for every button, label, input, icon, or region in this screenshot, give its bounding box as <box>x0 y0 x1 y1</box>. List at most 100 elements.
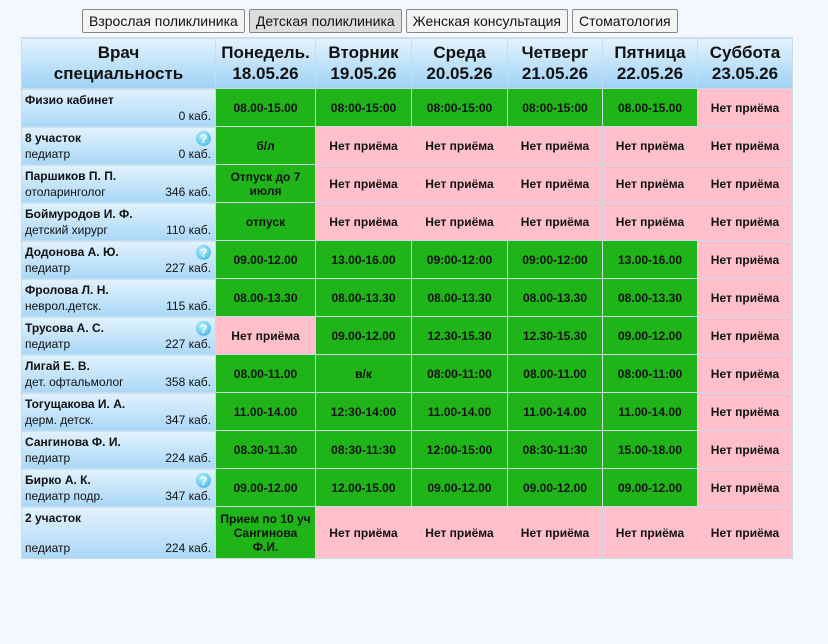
schedule-text: 09.00-12.00 <box>617 328 683 343</box>
schedule-text: Нет приёма <box>710 366 780 381</box>
doctor-row: Сангинова Ф. И. педиатр 224 каб. 08.30-11.3… <box>21 430 793 469</box>
schedule-text: 12.30-15.30 <box>522 328 588 343</box>
doctor-specialty: педиатр <box>25 147 71 161</box>
schedule-cell: 12.00-15.00 <box>315 468 412 507</box>
schedule-cell: 12:00-15:00 <box>411 430 508 469</box>
schedule-cell: Нет приёма <box>697 430 793 469</box>
header-text: специальность <box>53 64 184 83</box>
schedule-cell: 09.00-12.00 <box>315 316 412 355</box>
schedule-cell: 11.00-14.00 <box>411 392 508 431</box>
doctor-cell: Додонова А. Ю. педиатр 227 каб. <box>21 240 216 279</box>
doctor-row: Бирко А. К. педиатр подр. 347 каб. 09.00-12… <box>21 468 793 507</box>
doctor-row: Паршиков П. П. отоларинголог 346 каб. Отпус… <box>21 164 793 203</box>
room-number: 358 каб. <box>165 375 211 389</box>
schedule-text: 09.00-12.00 <box>233 480 298 495</box>
room-number: 227 каб. <box>165 261 211 275</box>
schedule-text: 15.00-18.00 <box>617 442 683 457</box>
day-name: Среда <box>433 43 486 62</box>
header-text: Врач <box>97 43 140 62</box>
schedule-cell: Нет приёма <box>697 202 793 241</box>
table-body: Физио кабинет 0 каб. 08.00-15.00 08:00-15:0… <box>21 88 793 559</box>
room-number: 115 каб. <box>166 299 211 313</box>
help-icon[interactable] <box>196 473 211 488</box>
schedule-text: 11.00-14.00 <box>523 404 587 419</box>
doctor-name: Трусова А. С. <box>25 321 104 335</box>
schedule-cell: Нет приёма <box>697 278 793 317</box>
schedule-cell: 08:30-11:30 <box>507 430 603 469</box>
schedule-cell: Нет приёма <box>315 126 412 165</box>
schedule-text: 09.00-12.00 <box>617 480 683 495</box>
schedule-text: Нет приёма <box>710 176 780 191</box>
schedule-text: 13.00-16.00 <box>331 252 396 267</box>
schedule-cell: 12.30-15.30 <box>411 316 508 355</box>
schedule-text: 08.00-15.00 <box>233 100 298 115</box>
schedule-text: Отпуск до 7 июля <box>230 169 301 198</box>
schedule-cell: 08.00-13.30 <box>215 278 316 317</box>
doctor-row: Физио кабинет 0 каб. 08.00-15.00 08:00-15:0… <box>21 88 793 127</box>
help-icon[interactable] <box>196 321 211 336</box>
doctor-cell: Трусова А. С. педиатр 227 каб. <box>21 316 216 355</box>
schedule-cell: 15.00-18.00 <box>602 430 698 469</box>
doctor-specialty: неврол.детск. <box>25 299 102 313</box>
schedule-text: Нет приёма <box>710 480 780 495</box>
doctor-header: Врач специальность <box>21 37 216 89</box>
schedule-cell: 08.00-13.30 <box>411 278 508 317</box>
doctor-name: 2 участок <box>25 511 82 525</box>
schedule-cell: Отпуск до 7 июля <box>215 164 316 203</box>
tab-button[interactable]: Взрослая поликлиника <box>82 9 245 33</box>
schedule-cell: Нет приёма <box>507 126 603 165</box>
schedule-text: 09.00-12.00 <box>427 480 492 495</box>
schedule-text: Нет приёма <box>425 138 494 153</box>
day-name: Вторник <box>328 43 399 62</box>
schedule-text: 08.00-15.00 <box>617 100 683 115</box>
schedule-text: Нет приёма <box>710 328 780 343</box>
help-icon[interactable] <box>196 131 211 146</box>
schedule-text: 08:30-11:30 <box>522 442 588 457</box>
schedule-cell: Прием по 10 уч Сангинова Ф.И. <box>215 506 316 559</box>
day-header: Понедель. 18.05.26 <box>215 37 316 89</box>
doctor-name: Додонова А. Ю. <box>25 245 119 259</box>
schedule-text: Нет приёма <box>425 176 494 191</box>
tab-button[interactable]: Женская консультация <box>405 9 568 33</box>
schedule-cell: Нет приёма <box>315 506 412 559</box>
doctor-name: 8 участок <box>25 131 82 145</box>
schedule-cell: Нет приёма <box>507 164 603 203</box>
doctor-cell: Фролова Л. Н. неврол.детск. 115 каб. <box>21 278 216 317</box>
doctor-cell: Паршиков П. П. отоларинголог 346 каб. <box>21 164 216 203</box>
schedule-cell: Нет приёма <box>315 164 412 203</box>
help-icon[interactable] <box>196 245 211 260</box>
schedule-cell: Нет приёма <box>697 392 793 431</box>
day-header: Суббота 23.05.26 <box>697 37 793 89</box>
schedule-cell: Нет приёма <box>697 126 793 165</box>
day-date: 22.05.26 <box>616 64 684 83</box>
schedule-cell: в/к <box>315 354 412 393</box>
doctor-name: Физио кабинет <box>25 93 114 107</box>
schedule-text: 11.00-14.00 <box>233 404 298 419</box>
schedule-cell: 09:00-12:00 <box>507 240 603 279</box>
schedule-text: 11.00-14.00 <box>618 404 682 419</box>
schedule-cell: 08.00-15.00 <box>602 88 698 127</box>
schedule-cell: 08.00-13.30 <box>507 278 603 317</box>
schedule-text: Нет приёма <box>710 525 780 540</box>
schedule-text: Нет приёма <box>615 525 685 540</box>
doctor-name: Паршиков П. П. <box>25 169 117 183</box>
schedule-text: Нет приёма <box>520 176 590 191</box>
schedule-text: 12.00-15.00 <box>331 480 396 495</box>
schedule-cell: 12.30-15.30 <box>507 316 603 355</box>
schedule-cell: Нет приёма <box>411 202 508 241</box>
schedule-cell: Нет приёма <box>411 126 508 165</box>
tab-button[interactable]: Детская поликлиника <box>248 9 402 33</box>
schedule-cell: Нет приёма <box>697 354 793 393</box>
schedule-text: Нет приёма <box>710 100 780 115</box>
schedule-text: Нет приёма <box>520 138 590 153</box>
room-number: 0 каб. <box>178 109 211 123</box>
doctor-specialty: педиатр <box>25 451 71 465</box>
doctor-name: Бирко А. К. <box>25 473 91 487</box>
schedule-text: Нет приёма <box>710 404 780 419</box>
schedule-cell: 08.00-13.30 <box>315 278 412 317</box>
doctor-cell: Физио кабинет 0 каб. <box>21 88 216 127</box>
schedule-text: 08:00-11:00 <box>617 366 683 381</box>
schedule-cell: 08:00-11:00 <box>602 354 698 393</box>
header-row: Врач специальность Понедель. 18.05.26 Вторн… <box>21 37 793 89</box>
tab-button[interactable]: Стоматология <box>572 9 678 33</box>
